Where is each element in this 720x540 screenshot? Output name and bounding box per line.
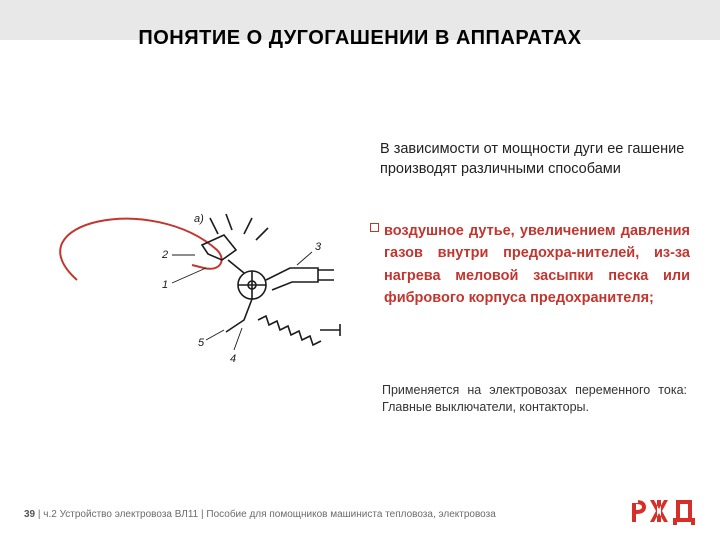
- footer-caption: | ч.2 Устройство электровоза ВЛ11 | Посо…: [35, 509, 496, 520]
- figure-arc-extinguisher: а) 1 2 3 4 5: [22, 210, 362, 370]
- page-number: 39: [24, 509, 35, 520]
- note-text: Применяется на электровозах переменного …: [382, 382, 687, 416]
- figure-label-4: 4: [230, 353, 236, 365]
- bullet-marker-icon: [370, 223, 379, 232]
- figure-label-3: 3: [315, 241, 322, 253]
- bullet-text: воздушное дутье, увеличением давления га…: [384, 220, 690, 310]
- figure-label-1: 1: [162, 279, 168, 291]
- figure-label-5: 5: [198, 337, 205, 349]
- bullet-item: воздушное дутье, увеличением давления га…: [370, 220, 690, 310]
- logo-rzd: [630, 496, 698, 526]
- page-title: ПОНЯТИЕ О ДУГОГАШЕНИИ В АППАРАТАХ: [100, 26, 620, 51]
- figure-label-2: 2: [161, 249, 168, 261]
- figure-label-a: а): [194, 213, 204, 225]
- footer-text: 39 | ч.2 Устройство электровоза ВЛ11 | П…: [24, 509, 584, 520]
- intro-text: В зависимости от мощности дуги ее гашени…: [380, 140, 690, 179]
